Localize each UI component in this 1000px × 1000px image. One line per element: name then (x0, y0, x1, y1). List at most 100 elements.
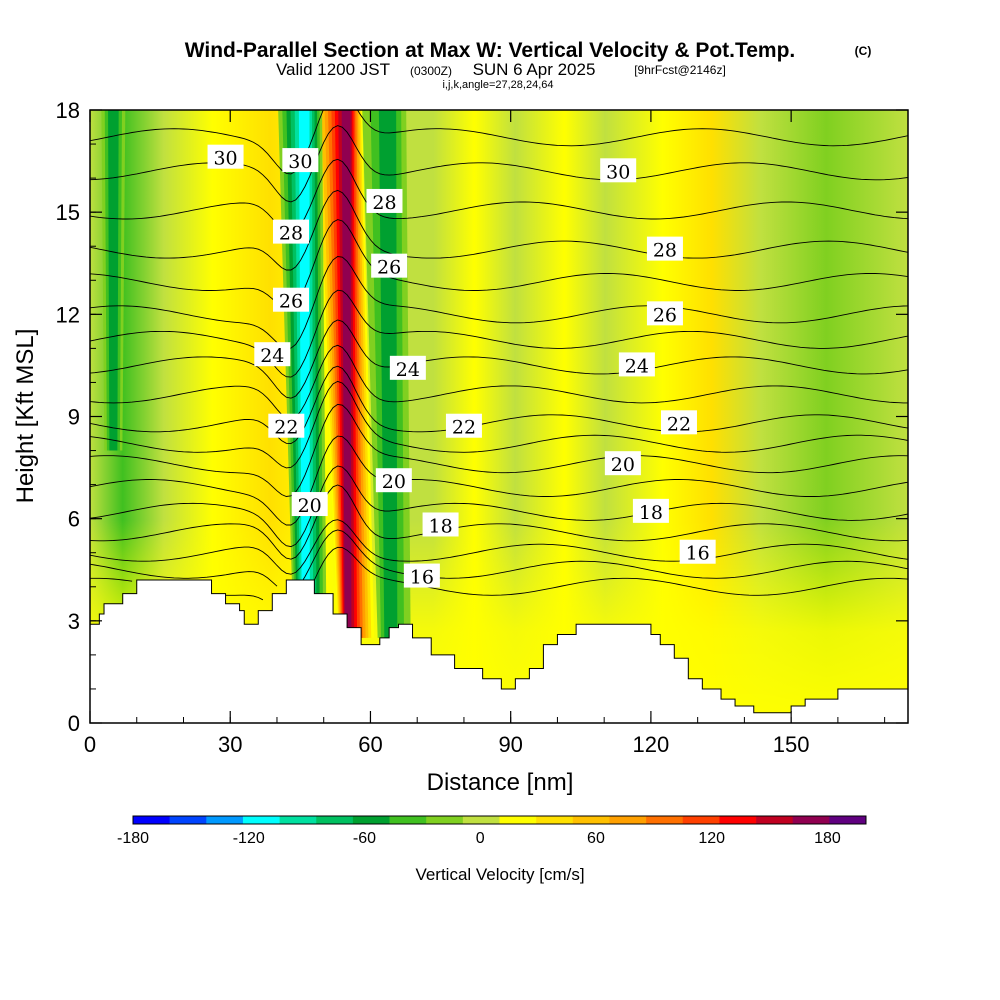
colorbar-swatch (279, 816, 317, 824)
copyright-mark: (C) (855, 44, 872, 58)
contour-label-text: 28 (653, 240, 677, 262)
subtitle-valid: Valid 1200 JST (276, 60, 390, 79)
x-tick-label: 150 (773, 732, 810, 757)
contour-label-text: 24 (625, 355, 649, 377)
contour-label-bg (389, 355, 426, 380)
y-tick-label: 12 (56, 302, 80, 327)
contour-label-bg (679, 539, 716, 564)
contour-label-bg (268, 413, 305, 438)
contour-label-bg (375, 468, 412, 493)
y-tick-label: 3 (68, 609, 80, 634)
subtitle-date: SUN 6 Apr 2025 (473, 60, 596, 79)
x-tick-label: 90 (498, 732, 522, 757)
contour-label-bg (282, 148, 319, 173)
contour-label-bg (254, 342, 291, 367)
y-tick-label: 18 (56, 98, 80, 123)
contour-label-text: 24 (396, 359, 420, 381)
colorbar-tick-label: 120 (698, 830, 725, 847)
colorbar-swatch (352, 816, 390, 824)
contour-label-text: 22 (667, 413, 691, 435)
colorbar-tick-label: 0 (476, 830, 485, 847)
contour-label: 18 (632, 498, 669, 524)
theta-contour-line (90, 380, 908, 469)
theta-contour-line (90, 403, 908, 497)
colorbar-label: Vertical Velocity [cm/s] (415, 865, 584, 884)
theta-contour-line (90, 465, 908, 548)
theta-contour-line (90, 289, 908, 378)
contour-label: 26 (646, 301, 683, 326)
contour-label-bg (660, 410, 697, 435)
colorbar-swatch (536, 816, 574, 824)
contour-label-bg (207, 144, 244, 169)
contour-label: 26 (371, 253, 408, 279)
theta-contour-line (90, 365, 908, 444)
subtitle-forecast: [9hrFcst@2146z] (634, 63, 726, 77)
x-tick-label: 30 (218, 732, 242, 757)
contour-label: 28 (272, 219, 309, 245)
x-tick-label: 60 (358, 732, 382, 757)
contour-label-bg (646, 301, 683, 326)
colorbar-tick-label: -120 (233, 830, 265, 847)
contour-label-text: 18 (428, 515, 452, 537)
contour-label-text: 24 (260, 345, 284, 367)
theta-contour-line (90, 519, 908, 575)
subtitle-indices: i,j,k,angle=27,28,24,64 (442, 79, 553, 91)
contour-label: 24 (389, 355, 426, 381)
y-axis-label: Height [Kft MSL] (12, 329, 39, 504)
theta-contour-line (90, 219, 908, 309)
contour-label: 18 (422, 512, 459, 537)
theta-contour-line (90, 110, 908, 175)
contour-label-text: 30 (288, 151, 312, 173)
colorbar-swatch (389, 816, 427, 824)
contour-label-bg (445, 413, 482, 438)
theta-contour-line (90, 529, 908, 587)
contour-label: 28 (366, 188, 403, 214)
x-tick-label: 0 (84, 732, 96, 757)
colorbar-swatch (572, 816, 610, 824)
downdraft-plume (362, 110, 411, 638)
contour-label-text: 20 (298, 495, 322, 517)
contour-label-bg (403, 563, 440, 588)
x-axis-label: Distance [nm] (427, 769, 574, 796)
colorbar-swatch (609, 816, 647, 824)
contour-label-bg (604, 451, 641, 476)
contour-label-bg (646, 236, 683, 261)
colorbar-swatch (206, 816, 244, 824)
subtitle-utc: (0300Z) (410, 64, 452, 78)
contour-label-text: 22 (274, 417, 298, 439)
colorbar-swatch (133, 816, 170, 824)
contour-label-bg (371, 253, 408, 278)
colorbar-tick-label: -60 (353, 830, 376, 847)
plot-area: 30 30 30 28 28 28 26 26 26 24 24 24 22 22 22 20 20 20 18 18… (90, 110, 908, 723)
axis-ticks: 0 30 60 90 120 150 0 3 6 9 12 15 18 (56, 98, 908, 757)
contour-label: 20 (375, 468, 412, 493)
chart-subtitle: Valid 1200 JST (0300Z) SUN 6 Apr 2025 [9… (276, 60, 726, 79)
contour-label: 28 (646, 236, 683, 262)
contour-label-bg (366, 188, 403, 213)
colorbar-swatch (426, 816, 464, 824)
contour-label-bg (272, 219, 309, 244)
colorbar-tick-label: 180 (814, 830, 841, 847)
contour-label: 20 (604, 451, 641, 476)
colorbar-swatch (756, 816, 793, 824)
colorbar-tick-label: -180 (117, 830, 149, 847)
theta-contour-line (90, 189, 908, 271)
contour-label: 16 (403, 563, 440, 589)
colorbar-swatch (169, 816, 207, 824)
contour-label-text: 28 (279, 223, 303, 245)
colorbar-swatch (242, 816, 280, 824)
contour-label: 22 (268, 413, 305, 439)
contour-label-text: 20 (611, 454, 635, 476)
contour-label-text: 16 (410, 567, 434, 589)
downdraft-level (108, 110, 119, 451)
y-tick-label: 0 (68, 711, 80, 736)
y-tick-label: 15 (56, 200, 80, 225)
potential-temperature-contours (90, 110, 908, 601)
theta-contour-line (90, 435, 908, 526)
colorbar-swatch (792, 816, 830, 824)
contour-label: 24 (254, 342, 291, 367)
downdraft-plume (101, 110, 126, 451)
contour-label-text: 18 (639, 502, 663, 524)
contour-label: 22 (660, 410, 697, 435)
contour-label: 30 (282, 148, 319, 173)
